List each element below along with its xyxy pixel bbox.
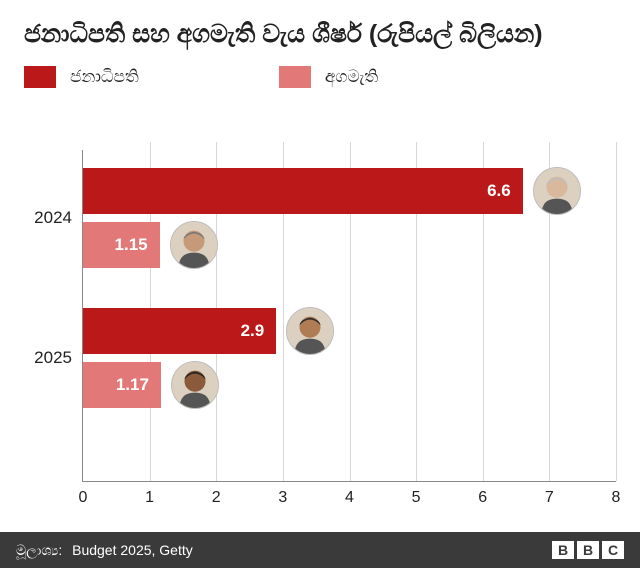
- grid-line: [616, 142, 617, 481]
- bar: 2.9: [83, 308, 276, 354]
- bar: 1.17: [83, 362, 161, 408]
- chart: 2024 2025 0123456786.6 1.15 2.9 1.17: [24, 150, 616, 512]
- bar: 6.6: [83, 168, 523, 214]
- avatar: [170, 221, 218, 269]
- x-tick: 3: [278, 489, 287, 507]
- source-text: මූලාශ්‍ය: Budget 2025, Getty: [16, 542, 193, 559]
- footer: මූලාශ්‍ය: Budget 2025, Getty B B C: [0, 532, 640, 568]
- legend-item-pm: අගමැති: [279, 66, 378, 88]
- bar-value: 6.6: [487, 181, 511, 201]
- source-value: Budget 2025, Getty: [72, 542, 193, 558]
- legend-item-president: ජනාධිපති: [24, 66, 139, 88]
- y-axis-label: 2024: [34, 208, 72, 228]
- chart-title: ජනාධිපති සහ අගමැති වැය ශීර්ෂ (රුපියල් බි…: [0, 0, 640, 66]
- avatar: [286, 307, 334, 355]
- legend-swatch-president: [24, 66, 56, 88]
- legend-label-pm: අගමැති: [325, 67, 378, 87]
- x-tick: 8: [612, 489, 621, 507]
- legend: ජනාධිපති අගමැති: [0, 66, 640, 100]
- x-tick: 2: [212, 489, 221, 507]
- bar-value: 2.9: [241, 321, 265, 341]
- bar-value: 1.15: [115, 235, 148, 255]
- legend-label-president: ජනාධිපති: [70, 67, 139, 87]
- bbc-box: B: [552, 541, 574, 559]
- x-tick: 4: [345, 489, 354, 507]
- avatar: [533, 167, 581, 215]
- bbc-box: B: [577, 541, 599, 559]
- x-tick: 5: [412, 489, 421, 507]
- x-tick: 6: [478, 489, 487, 507]
- source-prefix: මූලාශ්‍ය:: [16, 542, 62, 558]
- y-axis: 2024 2025: [24, 150, 82, 482]
- avatar: [171, 361, 219, 409]
- x-tick: 7: [545, 489, 554, 507]
- bar-value: 1.17: [116, 375, 149, 395]
- y-axis-label: 2025: [34, 348, 72, 368]
- plot-area: 0123456786.6 1.15 2.9 1.17: [82, 150, 616, 482]
- bbc-box: C: [602, 541, 624, 559]
- x-tick: 1: [145, 489, 154, 507]
- bar: 1.15: [83, 222, 160, 268]
- x-tick: 0: [79, 489, 88, 507]
- legend-swatch-pm: [279, 66, 311, 88]
- bbc-logo: B B C: [552, 541, 624, 559]
